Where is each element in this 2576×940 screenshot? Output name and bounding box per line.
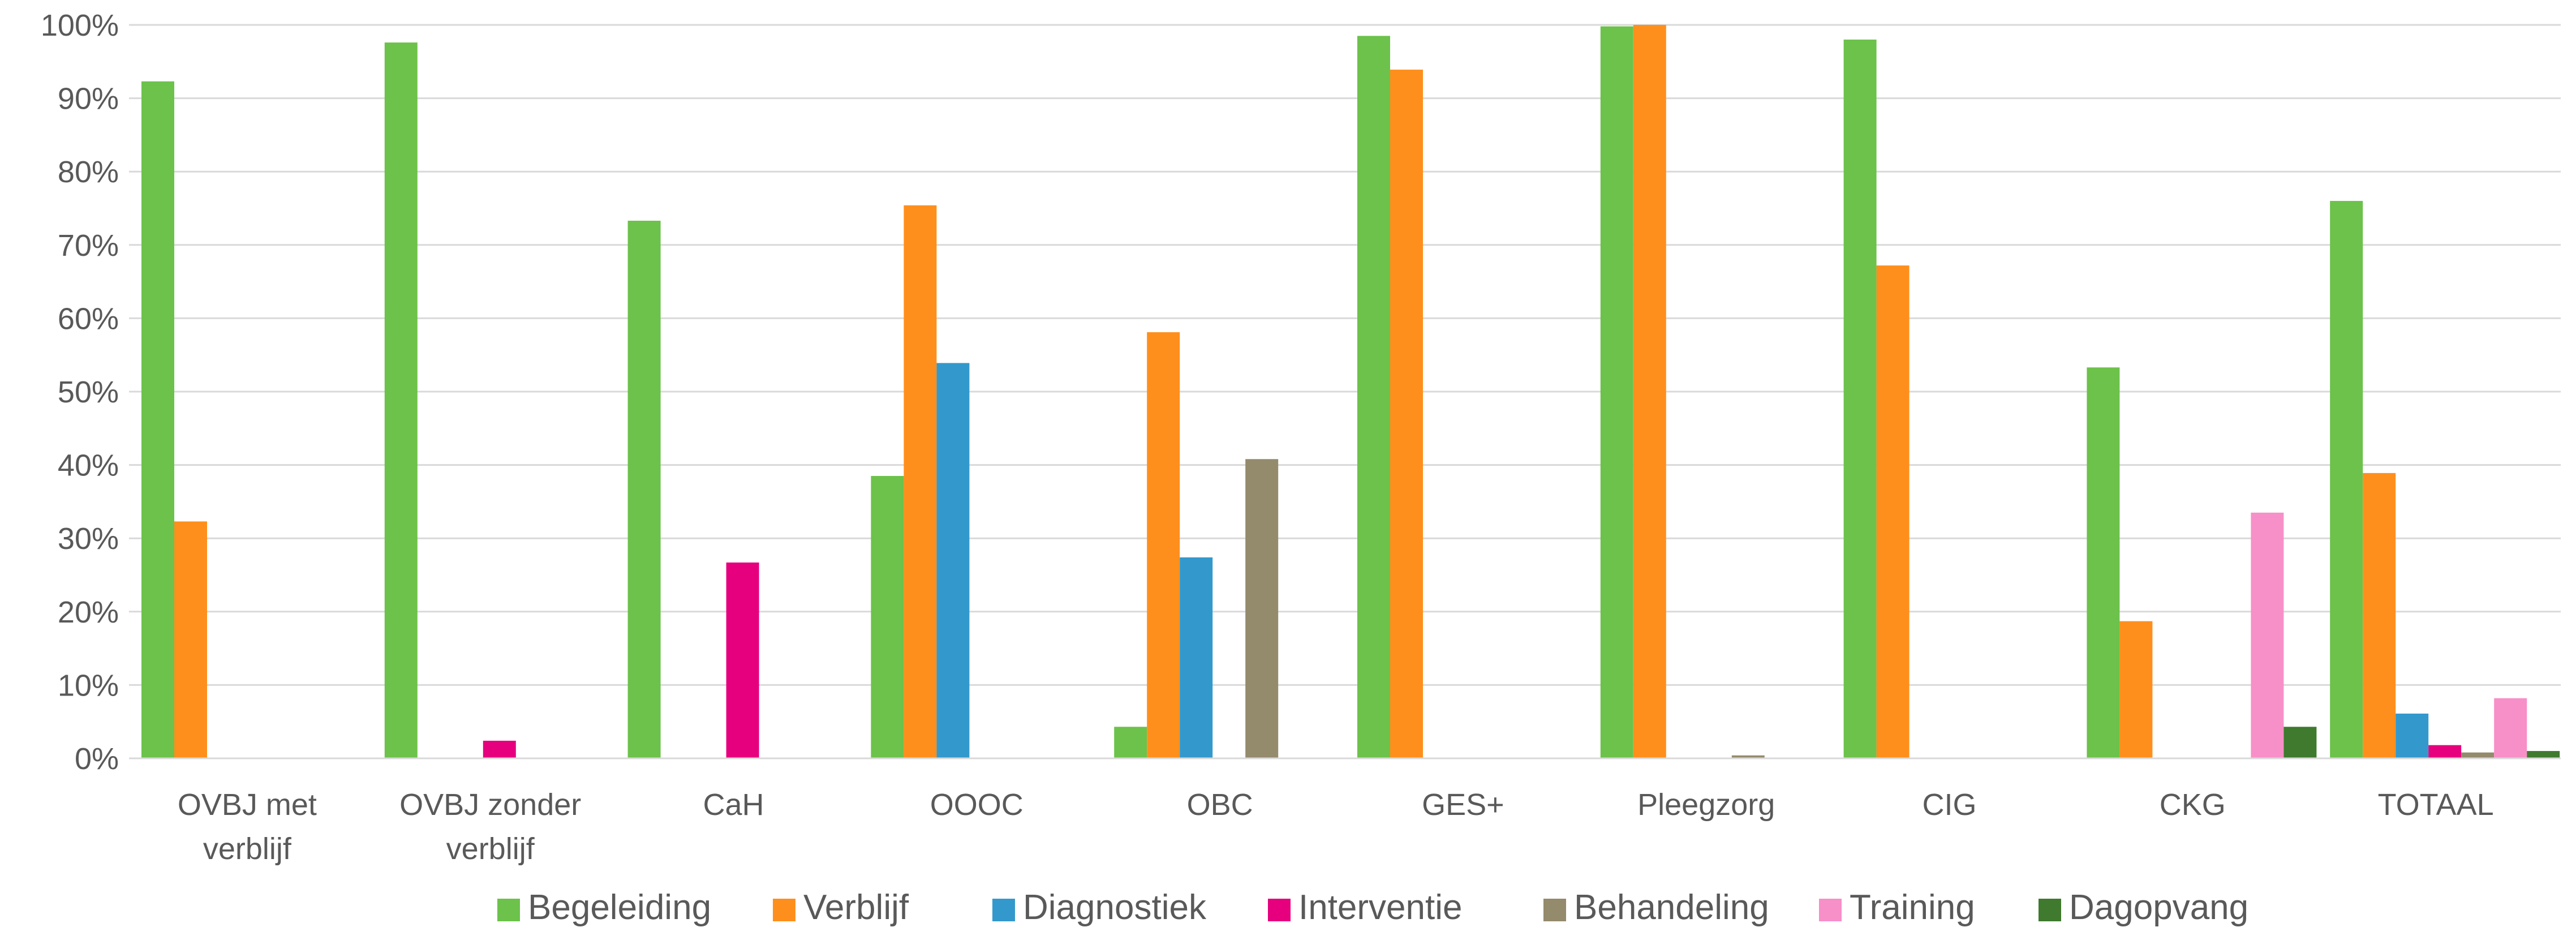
y-tick-label-10: 10% (58, 668, 119, 702)
bar-begeleiding-1 (384, 42, 418, 758)
x-category-label-0-1: verblijf (203, 832, 292, 866)
x-category-label-1-1: verblijf (446, 832, 535, 866)
x-category-label-1-0: OVBJ zonder (399, 788, 581, 822)
legend-item-begeleiding: Begeleiding (497, 888, 711, 927)
y-tick-label-90: 90% (58, 82, 119, 116)
legend-label-behandeling: Behandeling (1574, 888, 1769, 927)
bar-begeleiding-0 (141, 81, 174, 759)
bar-training-9 (2494, 698, 2527, 758)
legend-label-begeleiding: Begeleiding (528, 888, 711, 927)
y-tick-label-100: 100% (41, 8, 119, 42)
legend-label-interventie: Interventie (1298, 888, 1463, 927)
y-tick-label-40: 40% (58, 449, 119, 483)
bar-begeleiding-4 (1114, 727, 1147, 758)
y-tick-label-30: 30% (58, 522, 119, 556)
legend-swatch-diagnostiek (992, 899, 1015, 921)
bar-dagopvang-9 (2527, 751, 2560, 758)
x-category-label-8-0: CKG (2160, 788, 2226, 822)
legend-swatch-dagopvang (2039, 899, 2061, 921)
bar-verblijf-6 (1633, 25, 1666, 758)
legend-label-verblijf: Verblijf (803, 888, 909, 927)
bar-verblijf-3 (904, 205, 937, 758)
x-category-label-6-0: Pleegzorg (1637, 788, 1775, 822)
legend-swatch-interventie (1268, 899, 1291, 921)
bar-begeleiding-2 (627, 221, 661, 759)
legend-swatch-verblijf (773, 899, 795, 921)
legend: Begeleiding Verblijf Diagnostiek Interventi… (497, 888, 2248, 927)
bar-dagopvang-8 (2283, 727, 2317, 758)
bar-verblijf-9 (2363, 473, 2396, 758)
bar-interventie-9 (2428, 745, 2462, 758)
x-category-label-0-0: OVBJ met (178, 788, 317, 822)
legend-item-training: Training (1819, 888, 1975, 927)
x-category-label-3-0: OOOC (930, 788, 1023, 822)
bar-begeleiding-7 (1843, 39, 1877, 758)
bar-begeleiding-9 (2330, 201, 2363, 758)
x-axis-category-labels: OVBJ met verblijf OVBJ zonder verblijf CaH OO… (178, 788, 2494, 866)
legend-item-dagopvang: Dagopvang (2039, 888, 2248, 927)
legend-item-verblijf: Verblijf (773, 888, 909, 927)
bar-begeleiding-3 (871, 476, 904, 758)
x-category-label-5-0: GES+ (1422, 788, 1504, 822)
bar-diagnostiek-4 (1180, 557, 1213, 758)
y-tick-label-50: 50% (58, 375, 119, 409)
bar-verblijf-4 (1147, 332, 1180, 758)
bar-diagnostiek-9 (2396, 713, 2429, 758)
y-tick-label-80: 80% (58, 155, 119, 189)
x-category-label-7-0: CIG (1922, 788, 1976, 822)
y-tick-label-0: 0% (75, 742, 119, 776)
legend-swatch-behandeling (1543, 899, 1566, 921)
y-tick-label-20: 20% (58, 595, 119, 629)
y-tick-label-60: 60% (58, 302, 119, 336)
legend-item-interventie: Interventie (1268, 888, 1463, 927)
bar-begeleiding-6 (1600, 26, 1633, 758)
bar-verblijf-5 (1390, 70, 1423, 758)
bar-verblijf-0 (174, 521, 207, 758)
legend-item-diagnostiek: Diagnostiek (992, 888, 1207, 927)
gridlines (129, 24, 2561, 686)
legend-swatch-training (1819, 899, 1842, 921)
legend-item-behandeling: Behandeling (1543, 888, 1769, 927)
x-category-label-4-0: OBC (1187, 788, 1253, 822)
x-category-label-2-0: CaH (703, 788, 764, 822)
legend-label-diagnostiek: Diagnostiek (1023, 888, 1207, 927)
bar-diagnostiek-3 (936, 363, 970, 758)
bar-behandeling-4 (1245, 459, 1279, 758)
bar-behandeling-6 (1731, 755, 1765, 758)
x-category-label-9-0: TOTAAL (2378, 788, 2494, 822)
y-axis-ticks: 0% 10% 20% 30% 40% 50% 60% 70% 80% 90% 100% (41, 8, 119, 776)
legend-label-dagopvang: Dagopvang (2069, 888, 2248, 927)
legend-swatch-begeleiding (497, 899, 520, 921)
bar-training-8 (2251, 512, 2284, 758)
bar-interventie-2 (726, 562, 759, 758)
bars (141, 25, 2560, 759)
bar-behandeling-9 (2461, 752, 2495, 758)
legend-label-training: Training (1850, 888, 1975, 927)
bar-begeleiding-5 (1357, 36, 1390, 759)
bar-interventie-1 (483, 740, 516, 758)
bar-verblijf-8 (2119, 621, 2153, 758)
y-tick-label-70: 70% (58, 229, 119, 263)
bar-verblijf-7 (1876, 265, 1910, 758)
bar-begeleiding-8 (2087, 367, 2120, 758)
